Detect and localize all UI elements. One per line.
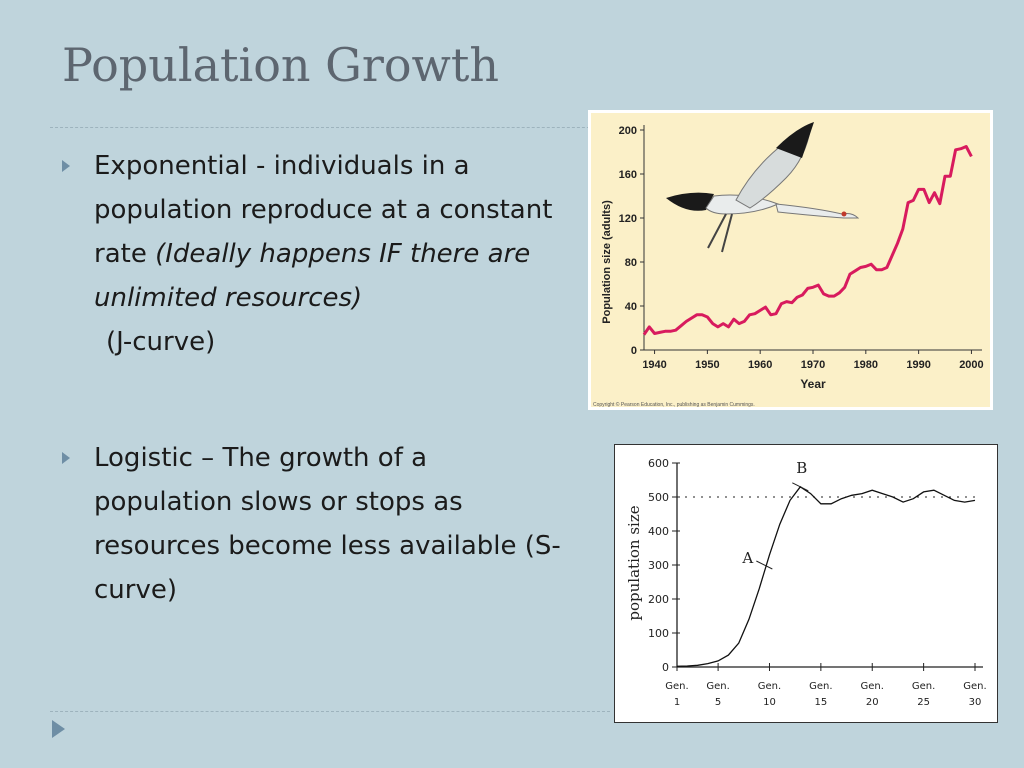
bottom-divider — [50, 711, 610, 712]
chart2-x-tick-number: 20 — [866, 697, 879, 708]
bullet-logistic-text: Logistic – The growth of a population sl… — [94, 436, 572, 612]
chart1-x-tick-label: 1950 — [695, 359, 719, 371]
chart1-y-tick-label: 80 — [625, 257, 637, 269]
chart1-xlabel: Year — [800, 377, 826, 391]
chart2-x-tick-label: Gen. — [665, 681, 688, 692]
chart1-x-tick-label: 2000 — [959, 359, 983, 371]
chart1-y-tick-label: 120 — [619, 213, 637, 225]
chart2-annotation-label: A — [741, 549, 753, 567]
chart1-y-tick-label: 160 — [619, 169, 637, 181]
crane-population-chart: 0 40 80 120 160 200 1940 1950 1960 1970 1980 1990 20… — [591, 113, 990, 408]
chart2-y-tick-label: 600 — [648, 457, 669, 470]
chart2-y-tick-label: 300 — [648, 559, 669, 572]
chart2-annotation-mark — [792, 482, 809, 492]
chart2-logistic-curve — [676, 485, 976, 667]
chart1-copyright: Copyright © Pearson Education, Inc., pub… — [593, 401, 755, 408]
chart1-y-tick-label: 40 — [625, 301, 637, 313]
chart2-x-tick-label: Gen. — [963, 681, 986, 692]
chart2-x-tick-number: 5 — [715, 697, 721, 708]
chart1-x-tick-label: 1960 — [748, 359, 772, 371]
chart2-y-tick-label: 500 — [648, 491, 669, 504]
chart2-x-tick-number: 1 — [674, 697, 680, 708]
chart1-x-tick-label: 1980 — [854, 359, 878, 371]
chart2-x-tick-label: Gen. — [912, 681, 935, 692]
slide-title: Population Growth — [62, 38, 500, 92]
chart2-x-tick-label: Gen. — [758, 681, 781, 692]
crane-population-figure: 0 40 80 120 160 200 1940 1950 1960 1970 1980 1990 20… — [588, 110, 993, 410]
bullet-exponential: Exponential - individuals in a populatio… — [62, 144, 572, 364]
logistic-growth-chart: 0 100 200 300 400 500 600 Gen. 1 Gen. 5 Gen. 10 Gen. 1… — [625, 457, 987, 708]
chart1-y-tick-label: 0 — [631, 345, 637, 357]
chart2-y-tick-label: 100 — [648, 627, 669, 640]
bullet-marker-icon — [62, 452, 70, 464]
bullet-logistic-lead: Logistic – The growth of a population sl… — [94, 443, 561, 605]
logistic-growth-figure: 0 100 200 300 400 500 600 Gen. 1 Gen. 5 Gen. 10 Gen. 1… — [614, 444, 998, 723]
crane-illustration-icon — [666, 122, 860, 253]
chart1-x-tick-label: 1940 — [642, 359, 666, 371]
bullet-exponential-lead: Exponential - individuals in a populatio… — [94, 151, 553, 269]
chart2-annotation-label: B — [796, 459, 807, 477]
chart2-x-tick-number: 10 — [763, 697, 776, 708]
chart2-annotation-mark — [756, 560, 773, 570]
chart2-x-tick-label: Gen. — [861, 681, 884, 692]
chart1-y-tick-label: 200 — [619, 125, 637, 137]
chart2-x-tick-label: Gen. — [706, 681, 729, 692]
chart1-x-tick-label: 1970 — [801, 359, 825, 371]
chart2-x-tick-number: 30 — [969, 697, 982, 708]
bullet-exponential-italic: (Ideally happens IF there are unlimited … — [94, 239, 531, 313]
bullet-logistic: Logistic – The growth of a population sl… — [62, 436, 572, 612]
chart1-x-tick-label: 1990 — [906, 359, 930, 371]
next-arrow-icon — [52, 720, 65, 738]
chart2-y-tick-label: 400 — [648, 525, 669, 538]
top-divider — [50, 127, 610, 128]
bullet-exponential-sub: (J-curve) — [106, 327, 216, 357]
chart2-x-tick-number: 15 — [814, 697, 827, 708]
bullet-exponential-text: Exponential - individuals in a populatio… — [94, 144, 572, 364]
chart2-x-tick-number: 25 — [917, 697, 930, 708]
chart2-x-tick-label: Gen. — [809, 681, 832, 692]
chart1-population-line — [642, 145, 973, 336]
chart2-y-tick-label: 200 — [648, 593, 669, 606]
chart2-y-tick-label: 0 — [662, 661, 669, 674]
chart2-ylabel: population size — [625, 505, 643, 620]
bullet-marker-icon — [62, 160, 70, 172]
chart1-ylabel: Population size (adults) — [601, 200, 613, 324]
